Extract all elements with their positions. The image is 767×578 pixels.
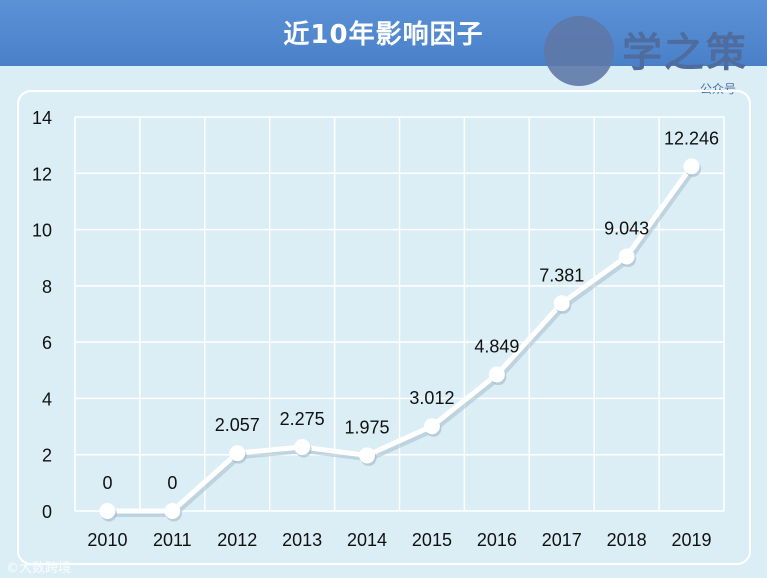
plot-frame <box>17 90 751 565</box>
data-point <box>99 503 116 519</box>
logo-text: 学之策 <box>622 30 748 76</box>
data-point <box>618 248 635 265</box>
x-tick-label: 2015 <box>412 530 452 550</box>
x-tick-label: 2012 <box>217 530 257 550</box>
data-label: 4.849 <box>474 337 519 357</box>
y-tick-label: 12 <box>32 164 52 184</box>
y-tick-label: 10 <box>32 221 52 241</box>
data-point <box>423 418 440 435</box>
data-label: 1.975 <box>345 417 390 437</box>
y-tick-label: 8 <box>42 277 52 297</box>
y-tick-label: 2 <box>42 446 52 466</box>
logo-emblem <box>544 16 614 86</box>
x-tick-label: 2010 <box>87 530 127 550</box>
series-line <box>104 163 695 514</box>
data-label: 7.381 <box>539 265 584 285</box>
x-tick-label: 2016 <box>477 530 517 550</box>
data-label: 2.275 <box>280 409 325 429</box>
data-label: 12.246 <box>664 128 719 148</box>
y-tick-label: 6 <box>42 333 52 353</box>
data-point <box>359 447 376 464</box>
data-point <box>683 158 700 175</box>
data-label: 0 <box>102 473 112 493</box>
data-label: 3.012 <box>409 388 454 408</box>
x-tick-label: 2014 <box>347 530 387 550</box>
x-tick-label: 2013 <box>282 530 322 550</box>
data-point <box>294 438 311 455</box>
x-tick-label: 2019 <box>672 530 712 550</box>
data-point <box>164 503 181 519</box>
x-tick-label: 2017 <box>542 530 582 550</box>
y-tick-label: 0 <box>42 502 52 522</box>
series-line-shadow <box>106 166 697 517</box>
data-point <box>488 366 505 383</box>
logo-subtitle: 公众号 <box>700 82 737 96</box>
chart-title: 近10年影响因子 <box>283 20 484 50</box>
y-tick-label: 4 <box>42 389 52 409</box>
title-bar: 近10年影响因子 <box>0 0 767 66</box>
data-point <box>553 295 570 312</box>
y-tick-label: 14 <box>32 108 52 128</box>
x-tick-label: 2018 <box>607 530 647 550</box>
data-label: 2.057 <box>215 415 260 435</box>
x-tick-label: 2011 <box>153 530 192 550</box>
data-label: 0 <box>167 473 177 493</box>
data-label: 9.043 <box>604 219 649 239</box>
watermark: ©大数跨境 <box>6 561 72 576</box>
data-point <box>229 445 246 462</box>
